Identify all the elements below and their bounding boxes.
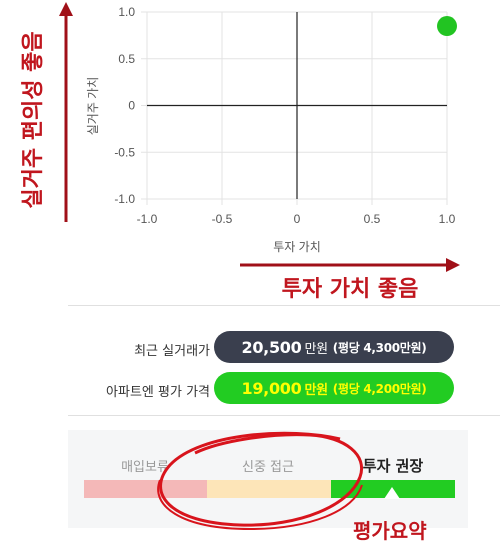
- chart-axes: [147, 12, 447, 199]
- x-tick-label: 0.5: [364, 212, 381, 226]
- estimate-price-unit: 만원: [304, 382, 328, 398]
- recent-price-label: 최근 실거래가: [134, 344, 210, 359]
- highlight-circle-annotation: [157, 431, 363, 531]
- segment-bar-hold: [84, 480, 207, 498]
- chart-grid: [141, 11, 448, 205]
- segment-label-caution: 신중 접근: [242, 460, 294, 475]
- y-tick-label: -1.0: [114, 192, 135, 206]
- x-axis-label: 투자 가치: [273, 240, 321, 254]
- chart-points: [437, 16, 457, 37]
- recent-price-unit: 만원: [304, 341, 328, 357]
- x-arrow-label: 투자 가치 좋음: [282, 276, 419, 300]
- data-point: [437, 16, 457, 37]
- segment-bar-caution: [207, 480, 331, 498]
- value-scatter-chart: -1.0 -0.5 0 0.5 1.0 1.0 0.5 0 -0.5 -1.0 투자 가치 실거주…: [20, 2, 460, 300]
- recent-price-value: 20,500: [241, 337, 302, 357]
- recent-price-pill: 20,500 만원 (평당 4,300만원): [214, 331, 454, 363]
- x-arrow: [240, 258, 460, 272]
- y-tick-label: 1.0: [118, 5, 135, 19]
- recent-price-sub: (평당 4,300만원): [332, 340, 427, 355]
- active-indicator-icon: [384, 487, 400, 499]
- x-tick-label: 1.0: [439, 212, 456, 226]
- y-tick-label: 0.5: [118, 52, 135, 66]
- x-tick-label: -1.0: [137, 212, 158, 226]
- segment-label-hold: 매입보류: [121, 460, 169, 475]
- segment-label-recommend: 투자 권장: [362, 457, 424, 475]
- y-arrow-label: 실거주 편의성 좋음: [20, 31, 46, 208]
- section-divider: [68, 305, 500, 306]
- x-tick-label: 0: [294, 212, 301, 226]
- evaluation-summary-panel: [68, 430, 468, 528]
- chart-ticks: -1.0 -0.5 0 0.5 1.0 1.0 0.5 0 -0.5 -1.0: [114, 5, 455, 226]
- summary-annotation-label: 평가요약: [353, 519, 427, 543]
- y-tick-label: 0: [128, 99, 135, 113]
- y-tick-label: -0.5: [114, 145, 135, 159]
- y-arrow: [59, 2, 73, 222]
- section-divider-2: [68, 415, 500, 416]
- estimate-price-pill: 19,000 만원 (평당 4,200만원): [214, 372, 454, 404]
- estimate-price-value: 19,000: [241, 378, 302, 398]
- estimate-price-label: 아파트엔 평가 가격: [106, 385, 210, 400]
- x-tick-label: -0.5: [212, 212, 233, 226]
- estimate-price-sub: (평당 4,200만원): [332, 381, 427, 396]
- y-axis-label: 실거주 가치: [86, 77, 100, 136]
